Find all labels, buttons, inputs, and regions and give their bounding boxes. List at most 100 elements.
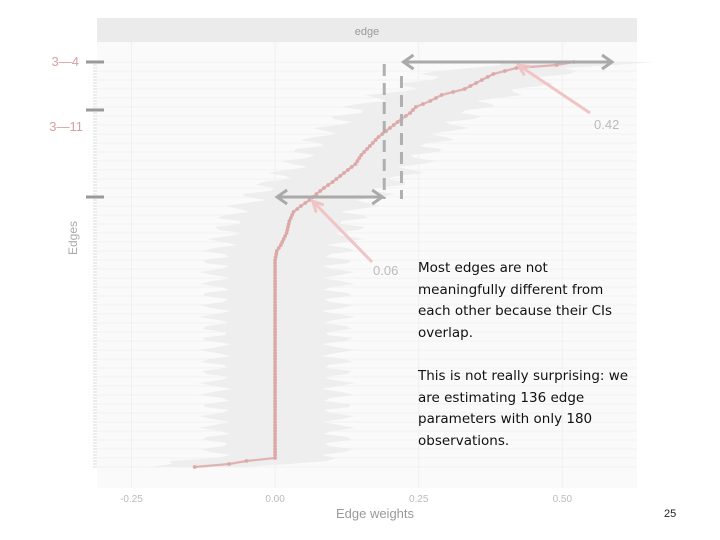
edge-weight-point bbox=[462, 87, 467, 91]
edge-weight-point bbox=[287, 219, 292, 223]
edge-weight-point bbox=[273, 291, 277, 295]
edge-weight-point bbox=[273, 399, 277, 403]
edge-weight-point bbox=[491, 72, 496, 76]
edge-weight-point bbox=[273, 276, 277, 280]
callout-arrow-head bbox=[515, 63, 531, 77]
edge-weight-point bbox=[273, 390, 277, 394]
edge-weight-point bbox=[367, 144, 372, 148]
edge-weight-point bbox=[273, 438, 277, 442]
edge-weight-point bbox=[284, 231, 289, 235]
y-axis: 3—4 3—11 Edges bbox=[49, 54, 104, 468]
edge-weight-point bbox=[281, 237, 286, 241]
edge-weight-point bbox=[273, 255, 278, 259]
edge-weight-point bbox=[342, 171, 346, 175]
y-tick-marks bbox=[86, 60, 104, 468]
edge-weight-point bbox=[273, 270, 277, 274]
lower-ci-arrow bbox=[274, 188, 385, 206]
edge-weight-point bbox=[273, 426, 277, 430]
edge-weight-point bbox=[299, 204, 303, 208]
x-tick-label-neg-0-25: -0.25 bbox=[120, 494, 143, 505]
edge-weight-point bbox=[395, 120, 400, 124]
edge-weight-point bbox=[286, 222, 291, 226]
edge-weight-point bbox=[273, 423, 277, 427]
callout-arrow-0-06 bbox=[310, 198, 374, 264]
x-axis: -0.25 0.00 0.25 0.50 Edge weights bbox=[120, 494, 572, 521]
edge-weight-point bbox=[421, 102, 425, 106]
y-tick-label-3-4: 3—4 bbox=[52, 54, 79, 69]
edge-weight-point bbox=[403, 114, 408, 118]
edge-weight-point bbox=[273, 267, 277, 271]
edge-weight-point bbox=[303, 201, 308, 205]
edge-weight-point bbox=[192, 465, 197, 469]
edge-weight-point bbox=[314, 192, 319, 196]
ci-arrow-head-right bbox=[371, 188, 385, 206]
edge-weight-point bbox=[273, 381, 277, 385]
edge-weight-point bbox=[273, 384, 277, 388]
edge-weight-point bbox=[273, 453, 277, 457]
edge-weight-points bbox=[192, 60, 576, 469]
edge-weight-point bbox=[353, 162, 358, 166]
edge-weight-point bbox=[411, 108, 415, 112]
edge-weight-point bbox=[274, 252, 279, 256]
ci-annotations bbox=[274, 53, 615, 206]
edge-weight-point bbox=[273, 315, 277, 319]
edge-weight-point bbox=[273, 417, 277, 421]
edge-weight-point bbox=[273, 324, 277, 328]
note-parameter-count: This is not really surprising: we are es… bbox=[418, 368, 629, 449]
edge-weight-point bbox=[273, 456, 277, 460]
edge-weight-point bbox=[273, 336, 277, 340]
edge-weight-point bbox=[273, 288, 277, 292]
callout-arrow-0-42 bbox=[515, 63, 591, 115]
edge-weight-point bbox=[273, 393, 277, 397]
edge-weight-point bbox=[345, 168, 350, 172]
edge-weight-point bbox=[273, 345, 277, 349]
callout-arrow-shaft bbox=[311, 199, 374, 264]
edge-weight-point bbox=[502, 69, 507, 73]
edge-weight-point bbox=[291, 210, 296, 214]
edge-weight-point bbox=[273, 435, 277, 439]
edge-weight-point bbox=[288, 216, 293, 220]
edge-weight-point bbox=[280, 240, 285, 244]
edge-weight-point bbox=[278, 243, 283, 247]
callout-label-0-42: 0.42 bbox=[594, 117, 619, 132]
edge-weight-point bbox=[451, 90, 456, 94]
value-callouts: 0.42 0.06 bbox=[310, 63, 619, 278]
edge-weight-point bbox=[355, 159, 360, 163]
ci-arrow-head-right bbox=[601, 53, 615, 71]
edge-weight-point bbox=[273, 258, 277, 262]
edge-weight-point bbox=[244, 459, 249, 463]
edge-weight-point bbox=[273, 396, 277, 400]
ci-arrow-head-left bbox=[400, 53, 415, 71]
strip-label: edge bbox=[355, 26, 379, 38]
edge-weight-point bbox=[274, 249, 279, 253]
edge-weight-point bbox=[273, 264, 277, 268]
edge-weight-point bbox=[370, 141, 375, 145]
edge-weight-point bbox=[273, 273, 277, 277]
edge-weight-point bbox=[373, 138, 378, 142]
edge-weight-point bbox=[273, 357, 277, 361]
callout-arrow-head bbox=[310, 198, 325, 213]
edge-weight-point bbox=[273, 402, 277, 406]
edge-weight-point bbox=[273, 411, 277, 415]
edge-weight-point bbox=[391, 123, 396, 127]
edge-weight-point bbox=[273, 450, 277, 454]
x-tick-label-0-25: 0.25 bbox=[409, 494, 429, 505]
edge-weight-point bbox=[295, 207, 300, 211]
edge-weight-point bbox=[273, 309, 277, 313]
edge-weight-point bbox=[376, 135, 381, 139]
edge-weight-point bbox=[273, 408, 277, 412]
edge-weight-point bbox=[273, 294, 277, 298]
edge-weight-point bbox=[276, 246, 281, 250]
edge-weight-point bbox=[286, 225, 290, 229]
edge-weight-point bbox=[273, 414, 277, 418]
y-tick-label-3-11: 3—11 bbox=[49, 119, 83, 134]
edge-weight-point bbox=[474, 81, 479, 85]
edge-weight-point bbox=[273, 360, 277, 364]
edge-weight-point bbox=[273, 348, 277, 352]
edge-weight-point bbox=[273, 312, 277, 316]
edge-weight-point bbox=[273, 297, 277, 301]
edge-weight-point bbox=[273, 363, 277, 367]
edge-weight-point bbox=[413, 105, 418, 109]
edge-weight-point bbox=[514, 66, 519, 70]
